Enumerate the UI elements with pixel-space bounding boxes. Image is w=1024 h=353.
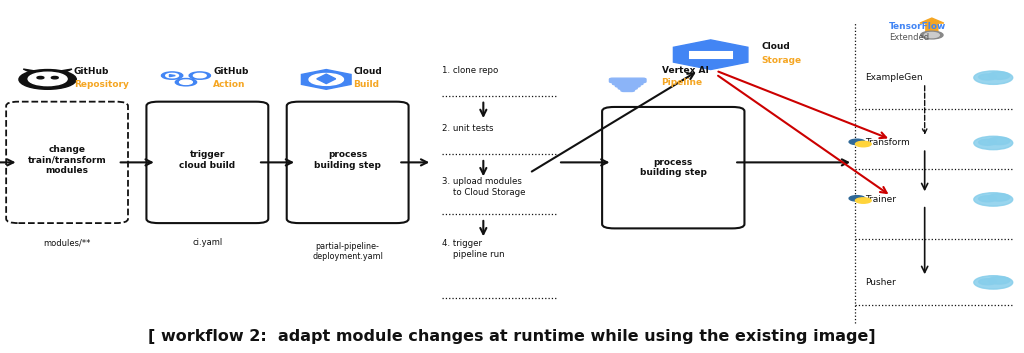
Polygon shape [674,40,748,70]
Circle shape [988,137,1010,145]
Text: process
building step: process building step [640,158,707,177]
Circle shape [979,279,996,285]
Text: GitHub: GitHub [213,67,249,76]
Circle shape [979,139,996,145]
Polygon shape [52,69,72,73]
Text: Vertex AI: Vertex AI [662,66,709,75]
Circle shape [921,31,943,39]
FancyBboxPatch shape [6,102,128,223]
Circle shape [18,70,76,89]
Text: Transform: Transform [865,138,910,148]
Circle shape [988,72,1010,79]
Circle shape [37,77,44,79]
Circle shape [175,78,197,86]
Circle shape [855,198,871,203]
Text: process
building step: process building step [314,150,381,170]
Text: change
train/transform
modules: change train/transform modules [28,145,106,175]
Text: Trainer: Trainer [865,195,896,204]
Text: 1. clone repo: 1. clone repo [442,66,499,75]
FancyBboxPatch shape [621,87,635,91]
Text: trigger
cloud build: trigger cloud build [179,150,236,170]
Circle shape [189,72,211,79]
FancyBboxPatch shape [602,107,744,228]
Circle shape [162,72,182,79]
Circle shape [855,141,871,147]
Text: Extended: Extended [889,33,929,42]
Text: GitHub: GitHub [74,67,110,76]
FancyBboxPatch shape [618,85,637,89]
FancyBboxPatch shape [609,78,646,83]
Polygon shape [316,74,336,84]
Circle shape [309,73,343,85]
Circle shape [166,73,178,78]
Circle shape [194,73,206,78]
Text: Build: Build [353,80,380,89]
Text: [ workflow 2:  adapt module changes at runtime while using the existing image]: [ workflow 2: adapt module changes at ru… [148,329,876,344]
Text: Cloud: Cloud [762,42,791,52]
Text: 2. unit tests: 2. unit tests [442,124,494,133]
Circle shape [925,32,939,38]
Circle shape [179,80,193,84]
Circle shape [974,193,1013,206]
Circle shape [979,74,996,80]
Text: partial-pipeline-
deployment.yaml: partial-pipeline- deployment.yaml [312,242,383,261]
Polygon shape [169,74,175,77]
Circle shape [988,194,1010,201]
Circle shape [974,276,1013,289]
FancyBboxPatch shape [287,102,409,223]
Circle shape [849,139,865,145]
Circle shape [974,71,1013,84]
Text: Pipeline: Pipeline [662,78,702,88]
Text: ExampleGen: ExampleGen [865,73,923,82]
Circle shape [28,72,68,86]
Circle shape [849,196,865,201]
Circle shape [974,136,1013,150]
Text: Action: Action [213,80,246,89]
Text: Storage: Storage [762,56,802,65]
Text: Cloud: Cloud [353,67,382,76]
FancyBboxPatch shape [615,83,640,87]
Text: 3. upload modules
    to Cloud Storage: 3. upload modules to Cloud Storage [442,178,526,197]
Text: TensorFlow: TensorFlow [889,22,946,31]
Text: Pusher: Pusher [865,278,896,287]
Circle shape [988,277,1010,284]
Text: modules/**: modules/** [43,238,91,247]
FancyBboxPatch shape [612,80,643,85]
Polygon shape [24,69,43,73]
FancyArrow shape [920,18,944,33]
Polygon shape [301,70,351,89]
Text: Repository: Repository [74,80,129,89]
Circle shape [51,77,58,79]
FancyBboxPatch shape [146,102,268,223]
Circle shape [979,196,996,202]
Text: 4. trigger
    pipeline run: 4. trigger pipeline run [442,239,505,258]
Text: ci.yaml: ci.yaml [193,238,222,247]
